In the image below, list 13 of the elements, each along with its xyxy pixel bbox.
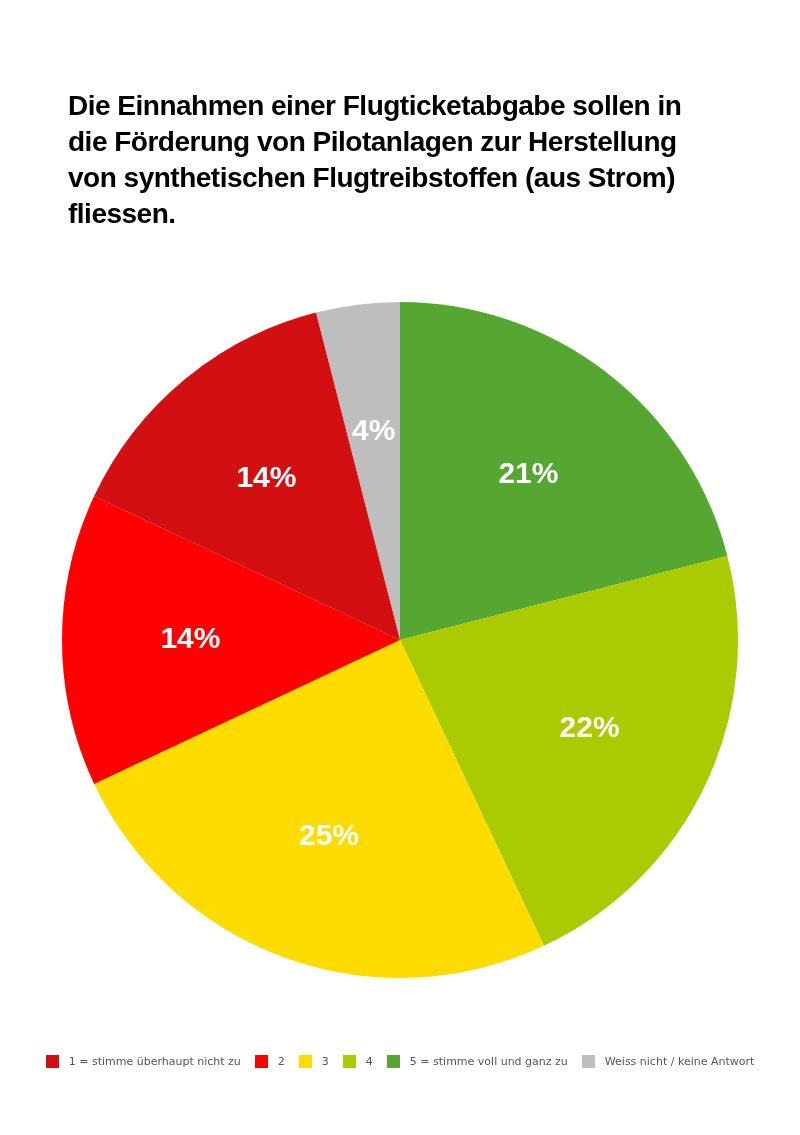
legend-label: 3 [321,1055,329,1068]
chart-title: Die Einnahmen einer Flugticketabgabe sollen in die Förderung von Pilotanlagen zur Herstellung von synthetischen Flugtreibstoffen (aus Strom) fliessen. [68,89,683,231]
legend-label: Weiss nicht / keine Antwort [604,1055,755,1068]
legend-label: 4 [365,1055,373,1068]
data-label: 4% [352,413,396,447]
data-label: 14% [236,459,297,493]
data-label: 25% [298,818,360,852]
legend-label: 1 = stimme überhaupt nicht zu [68,1055,241,1068]
legend-label: 2 [277,1055,285,1068]
data-label: 22% [559,710,620,744]
data-label: 14% [160,621,221,655]
legend-label: 5 = stimme voll und ganz zu [409,1055,568,1068]
data-label: 21% [498,455,559,489]
